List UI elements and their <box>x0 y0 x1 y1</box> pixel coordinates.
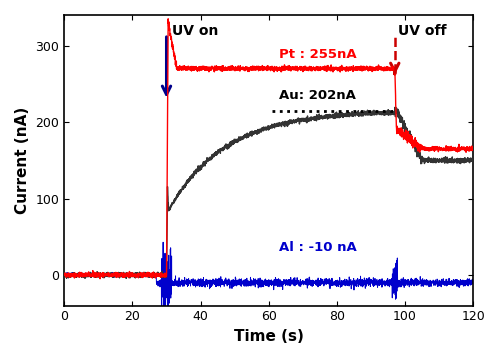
Text: Pt : 255nA: Pt : 255nA <box>279 48 356 61</box>
Text: UV off: UV off <box>398 24 446 38</box>
Text: Al : -10 nA: Al : -10 nA <box>279 241 356 253</box>
Text: Au: 202nA: Au: 202nA <box>279 89 356 102</box>
X-axis label: Time (s): Time (s) <box>234 329 304 344</box>
Y-axis label: Current (nA): Current (nA) <box>15 107 30 214</box>
Text: UV on: UV on <box>172 24 218 38</box>
